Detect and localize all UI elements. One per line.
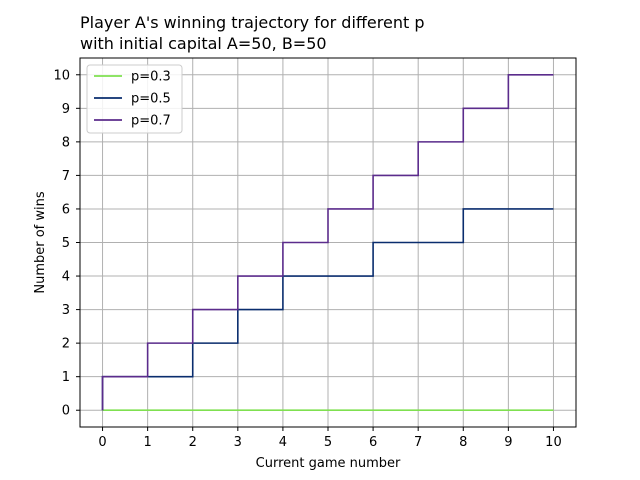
y-tick-label: 9 [62,102,70,117]
x-tick-label: 4 [279,435,287,450]
y-tick-label: 1 [62,370,70,385]
x-tick-label: 2 [189,435,197,450]
y-tick-label: 7 [62,169,70,184]
x-tick-label: 10 [545,435,562,450]
legend: p=0.3 p=0.5 p=0.7 [86,64,183,134]
y-axis-label: Number of wins [33,191,48,294]
y-tick-label: 4 [62,270,70,285]
y-tick-label: 0 [62,404,70,419]
x-axis-label: Current game number [256,456,401,471]
y-tick-label: 2 [62,337,70,352]
y-axis-ticks: 0 1 2 3 4 5 6 7 8 9 10 [53,68,80,419]
x-tick-label: 8 [459,435,467,450]
legend-label: p=0.7 [131,114,171,129]
x-tick-label: 7 [414,435,422,450]
y-tick-label: 10 [53,68,70,83]
x-tick-label: 6 [369,435,377,450]
x-tick-label: 1 [143,435,151,450]
series-group [101,73,554,412]
legend-label: p=0.5 [131,92,171,107]
x-axis-ticks: 0 1 2 3 4 5 6 7 8 9 10 [98,427,562,450]
legend-box [86,64,183,134]
x-tick-label: 5 [324,435,332,450]
y-tick-label: 6 [62,202,70,217]
x-tick-label: 3 [234,435,242,450]
y-tick-label: 3 [62,303,70,318]
legend-label: p=0.3 [131,70,171,85]
chart-title-line1: Player A's winning trajectory for differ… [80,13,425,32]
series-line-p-0-7 [101,73,554,411]
chart-title-line2: with initial capital A=50, B=50 [80,34,327,53]
x-tick-label: 0 [98,435,106,450]
x-tick-label: 9 [504,435,512,450]
y-tick-label: 5 [62,236,70,251]
y-tick-label: 8 [62,135,70,150]
